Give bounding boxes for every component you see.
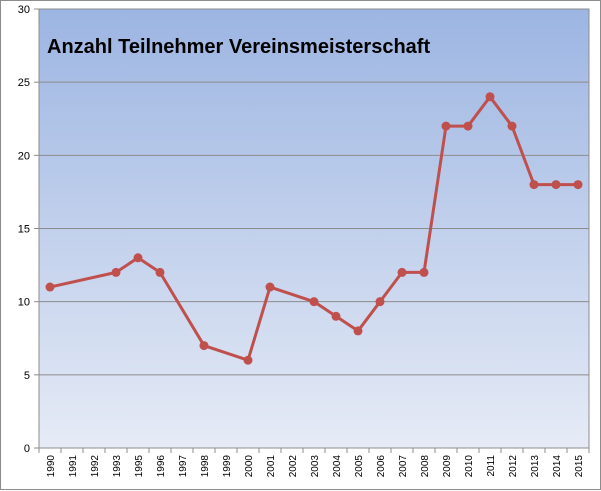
x-tick-label: 1993 bbox=[112, 455, 123, 478]
x-tick-label: 2006 bbox=[376, 455, 387, 478]
y-tick-label: 5 bbox=[24, 370, 30, 382]
x-tick-label: 2005 bbox=[354, 455, 365, 478]
data-point bbox=[419, 267, 429, 277]
data-point bbox=[133, 253, 143, 263]
x-tick-label: 2011 bbox=[486, 455, 497, 477]
data-point bbox=[551, 180, 561, 190]
x-tick-label: 2001 bbox=[266, 455, 277, 478]
data-point bbox=[331, 311, 341, 321]
y-tick-label: 20 bbox=[18, 150, 30, 162]
x-tick-label: 2010 bbox=[464, 455, 475, 478]
data-point bbox=[441, 121, 451, 131]
x-tick-labels: 1990 1991 1992 1993 1995 1996 1997 1998 1999 2000… bbox=[46, 455, 585, 478]
y-tick-labels: 0 5 10 15 20 25 30 bbox=[18, 4, 30, 455]
x-tick-label: 1996 bbox=[156, 455, 167, 478]
x-tick-label: 2003 bbox=[310, 455, 321, 478]
axes bbox=[34, 8, 590, 453]
data-point bbox=[353, 326, 363, 336]
x-tick-label: 1991 bbox=[68, 455, 79, 478]
data-point bbox=[573, 180, 583, 190]
data-point bbox=[243, 355, 253, 365]
data-point bbox=[199, 341, 209, 351]
x-tick-label: 2000 bbox=[244, 455, 255, 478]
x-tick-label: 2004 bbox=[332, 455, 343, 478]
data-point bbox=[529, 180, 539, 190]
y-tick-label: 0 bbox=[24, 443, 30, 455]
data-point bbox=[111, 267, 121, 277]
x-tick-label: 1998 bbox=[200, 455, 211, 478]
data-point bbox=[309, 297, 319, 307]
x-tick-label: 1997 bbox=[178, 455, 189, 478]
y-tick-label: 10 bbox=[18, 297, 30, 309]
data-point bbox=[155, 267, 165, 277]
y-tick-label: 30 bbox=[18, 4, 30, 16]
data-point bbox=[375, 297, 385, 307]
data-point bbox=[265, 282, 275, 292]
x-tick-label: 2002 bbox=[288, 455, 299, 478]
series-line bbox=[49, 95, 578, 362]
x-tick-label: 2008 bbox=[420, 455, 431, 478]
x-tick-label: 2014 bbox=[552, 455, 563, 478]
x-tick-label: 2009 bbox=[442, 455, 453, 478]
x-tick-label: 1999 bbox=[222, 455, 233, 478]
data-point bbox=[45, 282, 55, 292]
x-tick-label: 2007 bbox=[398, 455, 409, 478]
series-layer bbox=[45, 92, 583, 365]
y-tick-label: 25 bbox=[18, 77, 30, 89]
x-tick-label: 2013 bbox=[530, 455, 541, 478]
x-tick-label: 1992 bbox=[90, 455, 101, 478]
data-point bbox=[463, 121, 473, 131]
data-point bbox=[507, 121, 517, 131]
data-point bbox=[397, 267, 407, 277]
x-tick-label: 2012 bbox=[508, 455, 519, 478]
data-point bbox=[485, 92, 495, 102]
x-tick-label: 1990 bbox=[46, 455, 57, 478]
x-tick-label: 1995 bbox=[134, 455, 145, 478]
chart-title: Anzahl Teilnehmer Vereinsmeisterschaft bbox=[47, 36, 430, 58]
y-tick-label: 15 bbox=[18, 224, 30, 236]
x-tick-label: 2015 bbox=[574, 455, 585, 478]
